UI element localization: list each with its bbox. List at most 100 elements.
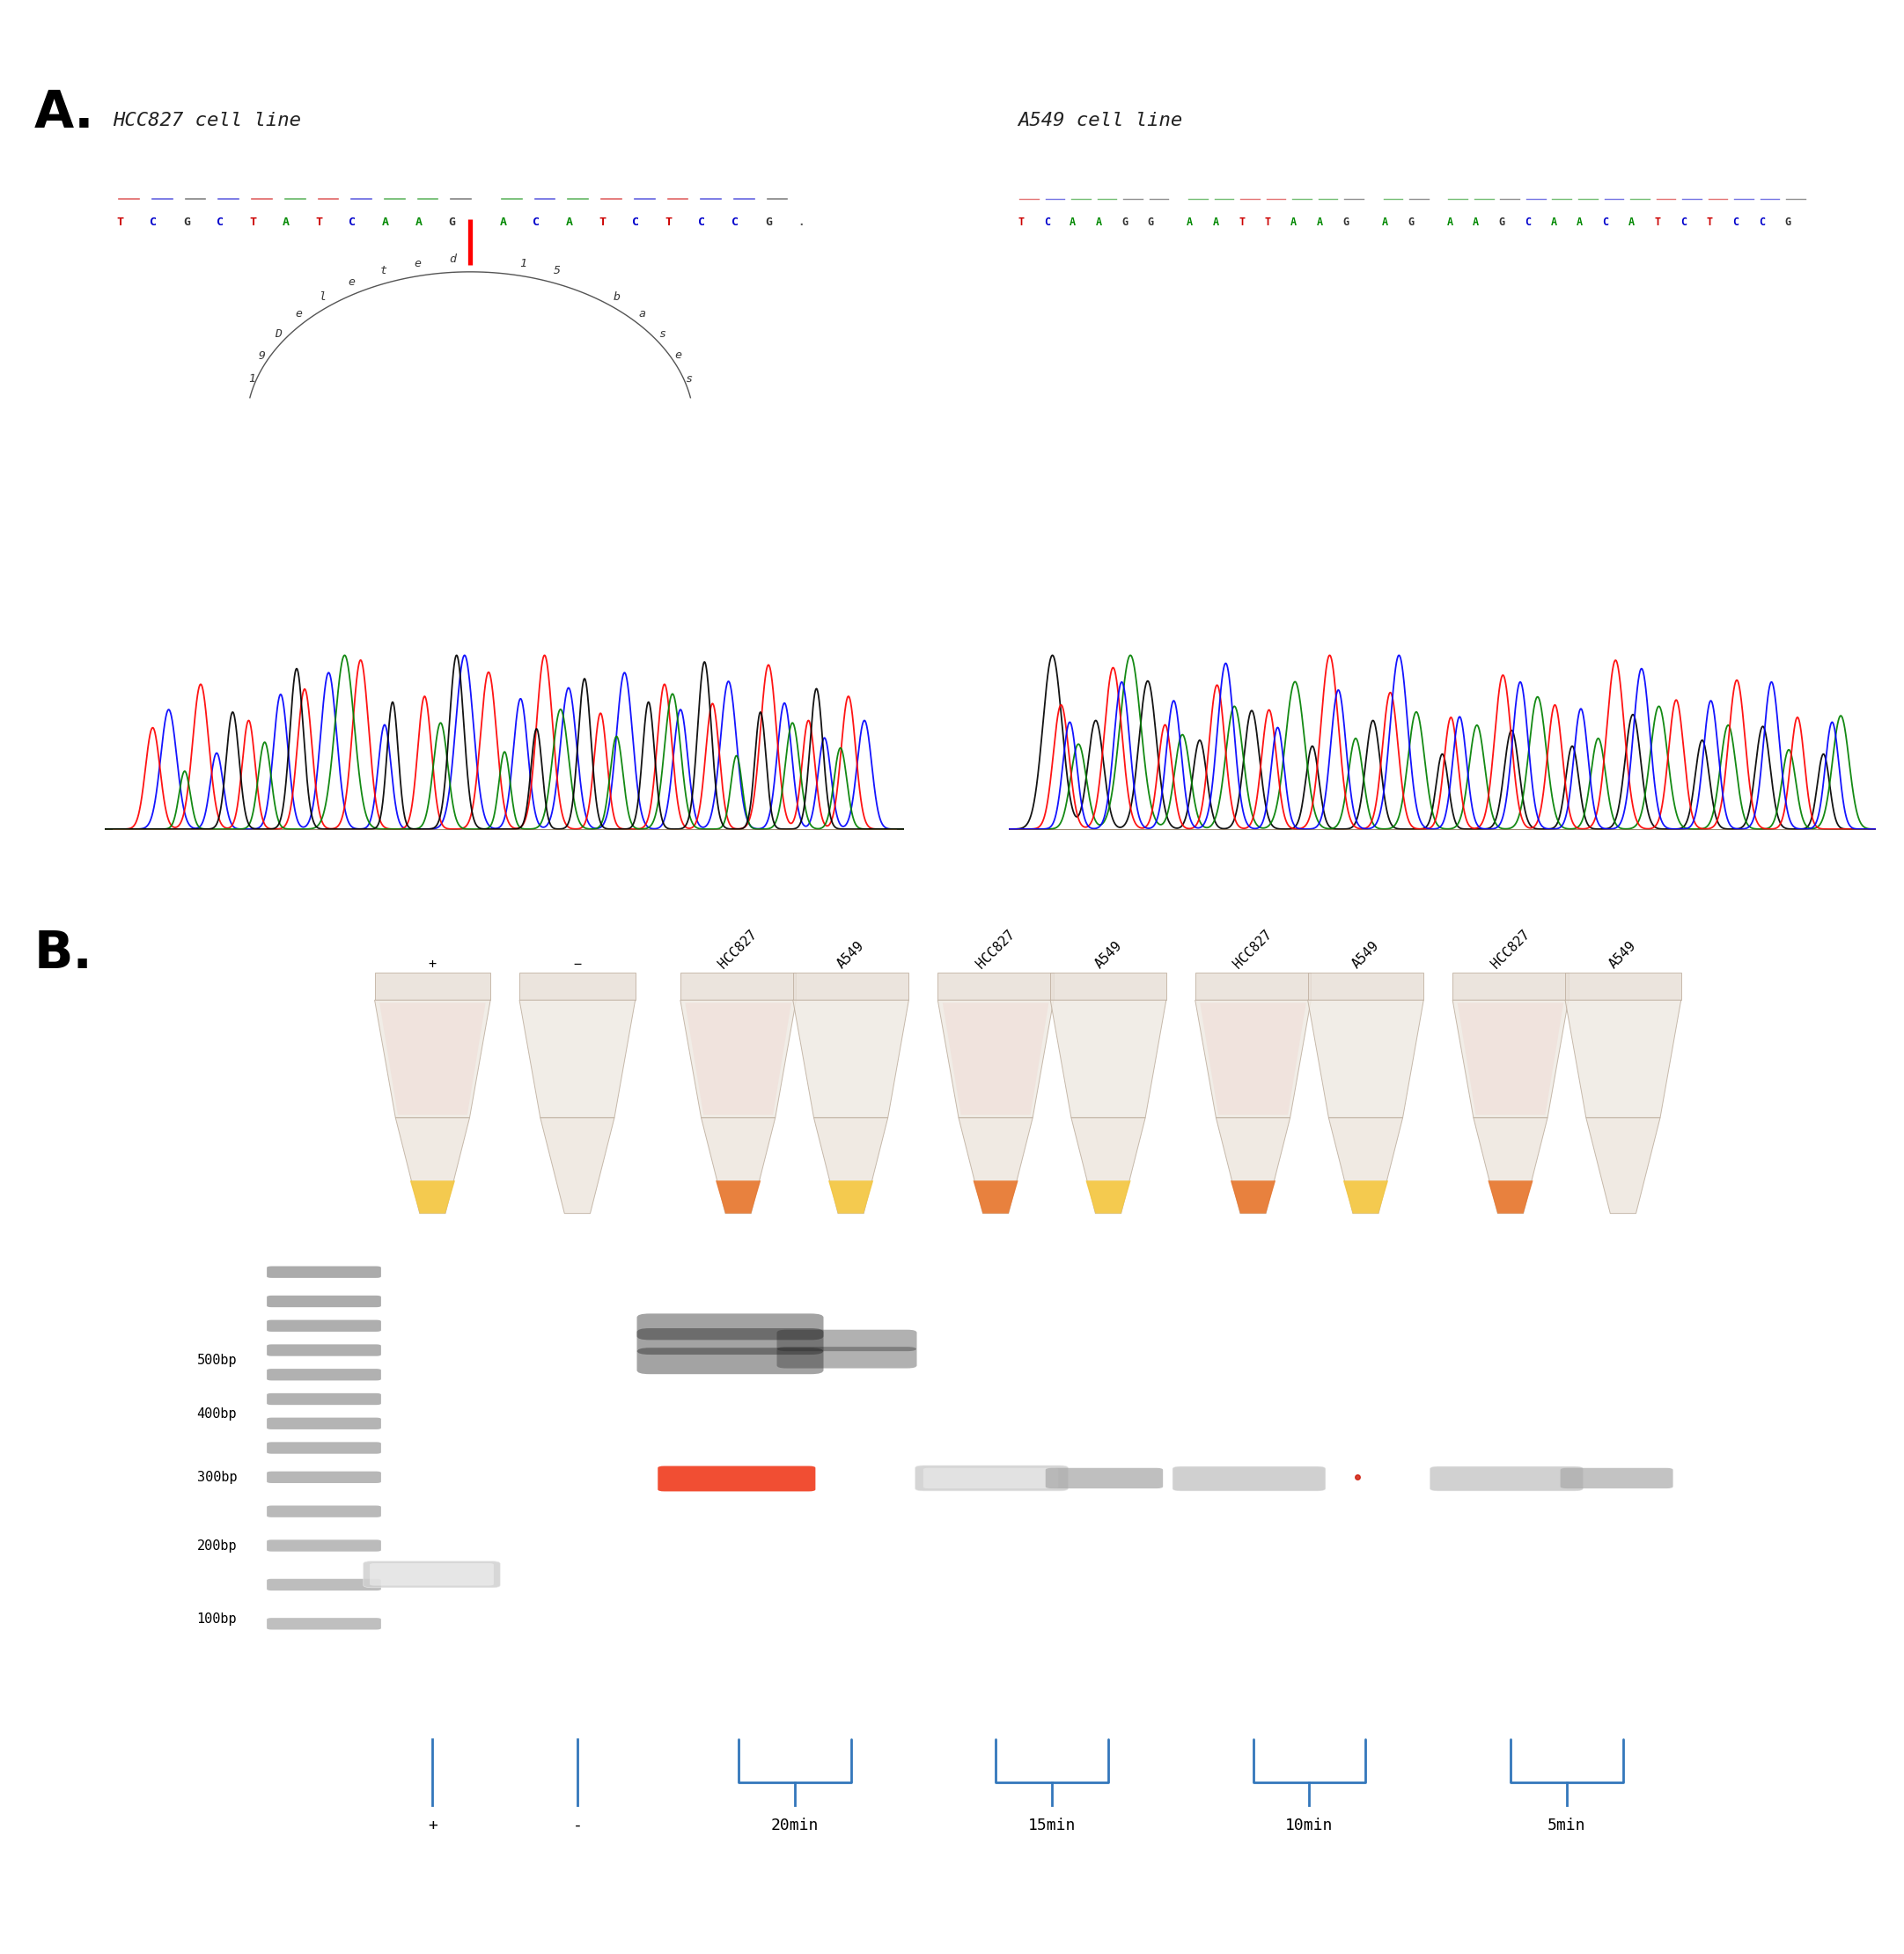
Text: A: A — [1097, 217, 1102, 227]
Text: A: A — [1577, 217, 1582, 227]
FancyBboxPatch shape — [647, 1464, 824, 1495]
Text: 20min: 20min — [771, 1817, 819, 1833]
FancyBboxPatch shape — [657, 1466, 815, 1491]
Polygon shape — [939, 973, 1053, 1000]
Polygon shape — [1565, 1000, 1681, 1118]
Text: HCC827: HCC827 — [1489, 928, 1533, 971]
Text: T: T — [1264, 217, 1272, 227]
Text: A: A — [282, 217, 289, 227]
Polygon shape — [1308, 1000, 1424, 1118]
Text: 400bp: 400bp — [196, 1407, 236, 1421]
Polygon shape — [1072, 1118, 1146, 1213]
Text: C: C — [1733, 217, 1738, 227]
Text: C: C — [632, 217, 640, 227]
Text: D: D — [274, 328, 282, 340]
FancyBboxPatch shape — [777, 1329, 918, 1352]
Text: HCC827: HCC827 — [716, 928, 760, 971]
Text: A: A — [565, 217, 573, 227]
FancyBboxPatch shape — [636, 1348, 824, 1374]
Text: HCC827 cell line: HCC827 cell line — [112, 111, 301, 129]
Polygon shape — [396, 1118, 470, 1213]
Text: A: A — [1186, 217, 1194, 227]
FancyBboxPatch shape — [1173, 1466, 1325, 1491]
Text: e: e — [674, 350, 682, 361]
Text: G: G — [1121, 217, 1127, 227]
Polygon shape — [520, 973, 636, 1000]
Text: l: l — [320, 291, 327, 303]
Text: A: A — [1213, 217, 1219, 227]
Text: C: C — [1759, 217, 1765, 227]
Text: T: T — [1706, 217, 1714, 227]
Text: 300bp: 300bp — [196, 1471, 236, 1485]
Text: G: G — [765, 217, 771, 227]
Text: A: A — [1382, 217, 1388, 227]
Polygon shape — [973, 1180, 1019, 1213]
Text: C: C — [731, 217, 739, 227]
FancyBboxPatch shape — [636, 1329, 824, 1354]
Text: G: G — [1407, 217, 1415, 227]
Text: 15min: 15min — [1028, 1817, 1076, 1833]
FancyBboxPatch shape — [267, 1368, 381, 1380]
Text: 200bp: 200bp — [196, 1540, 236, 1553]
Polygon shape — [939, 1000, 1053, 1118]
Text: T: T — [1655, 217, 1660, 227]
Text: 1: 1 — [248, 373, 255, 385]
Text: T: T — [249, 217, 257, 227]
Polygon shape — [1200, 1002, 1306, 1116]
Polygon shape — [409, 1180, 455, 1213]
Text: s: s — [659, 328, 666, 340]
Polygon shape — [1308, 973, 1424, 1000]
Text: A: A — [1070, 217, 1076, 227]
Text: .: . — [798, 217, 805, 227]
Text: G: G — [1342, 217, 1348, 227]
FancyBboxPatch shape — [636, 1313, 824, 1340]
FancyBboxPatch shape — [923, 1467, 1059, 1489]
Polygon shape — [792, 973, 908, 1000]
Text: T: T — [316, 217, 324, 227]
Text: G: G — [449, 217, 455, 227]
FancyBboxPatch shape — [1561, 1467, 1674, 1489]
Polygon shape — [958, 1118, 1032, 1213]
Text: A: A — [1318, 217, 1323, 227]
Polygon shape — [1329, 1118, 1403, 1213]
Text: 5: 5 — [554, 266, 560, 277]
Text: A: A — [415, 217, 423, 227]
Text: −: − — [573, 957, 581, 971]
Text: A: A — [1447, 217, 1453, 227]
Text: t: t — [381, 266, 387, 277]
Text: G: G — [1498, 217, 1504, 227]
FancyBboxPatch shape — [267, 1419, 381, 1430]
Text: B.: B. — [34, 928, 93, 979]
Polygon shape — [680, 973, 796, 1000]
Polygon shape — [828, 1180, 874, 1213]
Text: T: T — [1240, 217, 1245, 227]
Text: G: G — [1784, 217, 1792, 227]
Polygon shape — [1230, 1180, 1276, 1213]
Text: A549: A549 — [834, 938, 866, 971]
Text: A: A — [383, 217, 388, 227]
Text: A549: A549 — [1093, 938, 1123, 971]
Polygon shape — [1051, 973, 1165, 1000]
Polygon shape — [701, 1118, 775, 1213]
Text: 500bp: 500bp — [196, 1354, 236, 1368]
Text: +: + — [428, 957, 436, 971]
Polygon shape — [1453, 973, 1569, 1000]
Text: 10min: 10min — [1285, 1817, 1333, 1833]
Polygon shape — [1196, 1000, 1312, 1118]
Polygon shape — [1474, 1118, 1548, 1213]
Text: e: e — [295, 309, 303, 320]
Polygon shape — [520, 1000, 636, 1118]
Text: s: s — [685, 373, 693, 385]
Polygon shape — [1217, 1118, 1291, 1213]
Text: C: C — [348, 217, 356, 227]
Text: C: C — [150, 217, 156, 227]
Text: A.: A. — [34, 88, 95, 139]
FancyBboxPatch shape — [267, 1321, 381, 1333]
Text: T: T — [600, 217, 605, 227]
Text: G: G — [1148, 217, 1154, 227]
Text: A549 cell line: A549 cell line — [1019, 111, 1182, 129]
Polygon shape — [813, 1118, 887, 1213]
Text: C: C — [533, 217, 539, 227]
FancyBboxPatch shape — [267, 1296, 381, 1307]
Polygon shape — [1586, 1118, 1660, 1213]
